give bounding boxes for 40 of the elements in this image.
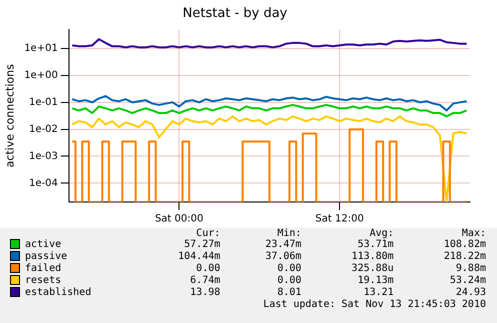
y-tick-label: 1e+00 [24,70,58,81]
text: 19.13m [356,275,395,287]
y-tick-label: 1e-02 [28,124,58,135]
legend-label: passive [25,251,68,262]
y-axis-title: active connections [3,64,16,168]
legend-label: established [25,287,92,298]
text: 13.98 [189,287,222,299]
y-tick-label: 1e+01 [24,43,58,54]
legend-label: active [25,239,62,250]
text: Avg: [368,228,395,239]
text: 37.06m [264,251,302,263]
text: 13.21 [362,287,395,299]
x-tick-label: Sat 12:00 [315,214,364,225]
legend-label: resets [25,275,62,286]
text: Max: [460,228,487,239]
text: 53.24m [448,275,487,287]
text: 113.80m [350,251,395,263]
text: 23.47m [264,239,302,251]
text: 104.44m [177,251,222,263]
y-tick-label: 1e-03 [28,150,58,162]
text: 218.22m [442,251,487,263]
text: 0.00 [276,275,302,287]
text: 53.71m [356,239,395,251]
text: 0.00 [276,263,302,275]
text: 6.74m [189,275,222,287]
text: 57.27m [183,239,222,251]
text: Cur: [195,228,222,239]
text: 9.88m [454,263,487,275]
y-tick-label: 1e-04 [28,178,58,189]
text: Last update: Sat Nov 13 21:45:03 2010 [262,299,487,311]
text: 108.82m [442,239,487,251]
x-tick-label: Sat 00:00 [154,214,204,225]
text: 325.88u [350,263,395,275]
text: 8.01 [276,287,302,299]
y-tick-label: 1e-01 [28,96,58,108]
text: 0.00 [195,263,222,275]
legend-label: failed [25,263,62,274]
chart-title: Netstat - by day [182,6,288,22]
text: 24.93 [454,287,487,299]
text: Min: [276,228,302,239]
